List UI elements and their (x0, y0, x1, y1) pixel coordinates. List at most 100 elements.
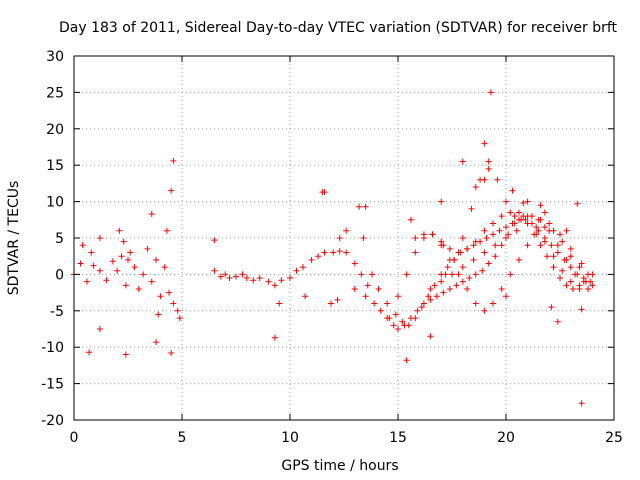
data-point (578, 306, 585, 313)
data-point (343, 249, 350, 256)
data-point (524, 242, 531, 249)
data-point (511, 213, 518, 220)
data-point (176, 315, 183, 322)
data-point (336, 248, 343, 255)
data-point (131, 264, 138, 271)
x-tick-label: 20 (497, 430, 515, 446)
x-tick-label: 0 (70, 430, 79, 446)
data-point (174, 307, 181, 314)
data-point (233, 273, 239, 280)
data-point (567, 264, 574, 271)
data-point (293, 267, 300, 274)
data-point (96, 326, 103, 332)
data-point (541, 209, 548, 216)
data-point (153, 339, 160, 346)
data-point (557, 231, 563, 238)
data-point (362, 293, 369, 300)
chart-title: Day 183 of 2011, Sidereal Day-to-day VTE… (59, 20, 618, 36)
data-point (533, 224, 540, 231)
y-tick-label: 20 (46, 122, 64, 138)
data-point (567, 278, 574, 285)
data-point (328, 300, 335, 307)
data-point (554, 318, 561, 325)
data-point (96, 267, 103, 274)
data-point (515, 216, 522, 223)
data-point (524, 220, 531, 227)
data-point (589, 271, 596, 278)
data-point (412, 235, 419, 241)
data-point (334, 296, 341, 303)
data-point (125, 256, 131, 263)
data-point (336, 235, 343, 241)
y-tick-label: -15 (41, 377, 64, 393)
data-point (362, 203, 369, 210)
axis-ticks: 0 5 10 15 20 25 -20 -15 -10 -5 0 5 10 15 20 25 30 (41, 49, 623, 446)
data-point (550, 253, 557, 260)
data-point (114, 267, 121, 274)
data-point (492, 253, 499, 260)
data-point (412, 315, 419, 322)
data-point (103, 277, 110, 284)
data-point (576, 264, 583, 271)
data-point (250, 277, 257, 284)
data-point (429, 231, 436, 238)
data-point (522, 216, 529, 223)
y-axis-label: SDTVAR / TECUs (6, 181, 22, 296)
data-point (567, 245, 574, 252)
data-point (446, 285, 453, 292)
data-point (472, 184, 479, 191)
data-point (464, 285, 471, 292)
data-point (157, 293, 164, 300)
data-point (589, 282, 596, 289)
data-point (442, 271, 449, 278)
data-point (79, 242, 86, 249)
data-point (222, 271, 229, 278)
data-point (459, 235, 466, 241)
data-point (472, 300, 479, 307)
data-point (528, 213, 535, 220)
data-point (537, 242, 544, 249)
data-point (168, 187, 175, 194)
data-point (302, 293, 309, 300)
data-point (375, 285, 382, 292)
data-point (548, 242, 555, 249)
data-point (503, 198, 509, 205)
y-tick-label: 30 (46, 49, 64, 65)
data-point (148, 210, 155, 217)
y-tick-label: 5 (55, 231, 64, 247)
data-point (278, 277, 285, 284)
data-point (427, 296, 434, 303)
y-tick-label: 15 (46, 158, 64, 174)
y-tick-label: 25 (46, 85, 64, 101)
data-point (509, 187, 516, 194)
data-point (321, 249, 328, 256)
data-point (226, 275, 233, 282)
data-point (576, 285, 583, 292)
data-point (485, 260, 492, 267)
data-point (574, 200, 581, 207)
data-point (455, 249, 462, 256)
data-point (472, 271, 479, 278)
data-point (438, 198, 445, 205)
data-point (271, 334, 278, 341)
data-point (256, 275, 263, 282)
data-point (559, 238, 566, 245)
data-point (479, 267, 486, 274)
y-tick-label: -5 (50, 304, 64, 320)
data-point (535, 227, 542, 234)
data-point (315, 253, 322, 260)
data-point (498, 213, 505, 220)
data-point (492, 242, 499, 249)
data-point (243, 275, 250, 282)
data-point (427, 333, 434, 340)
data-point (483, 235, 490, 241)
data-point (239, 271, 246, 278)
data-point (481, 176, 488, 183)
data-point (563, 256, 570, 263)
data-point (122, 282, 129, 289)
data-point (343, 227, 350, 234)
data-point (548, 304, 555, 311)
data-point (144, 245, 151, 252)
data-point (170, 300, 177, 307)
